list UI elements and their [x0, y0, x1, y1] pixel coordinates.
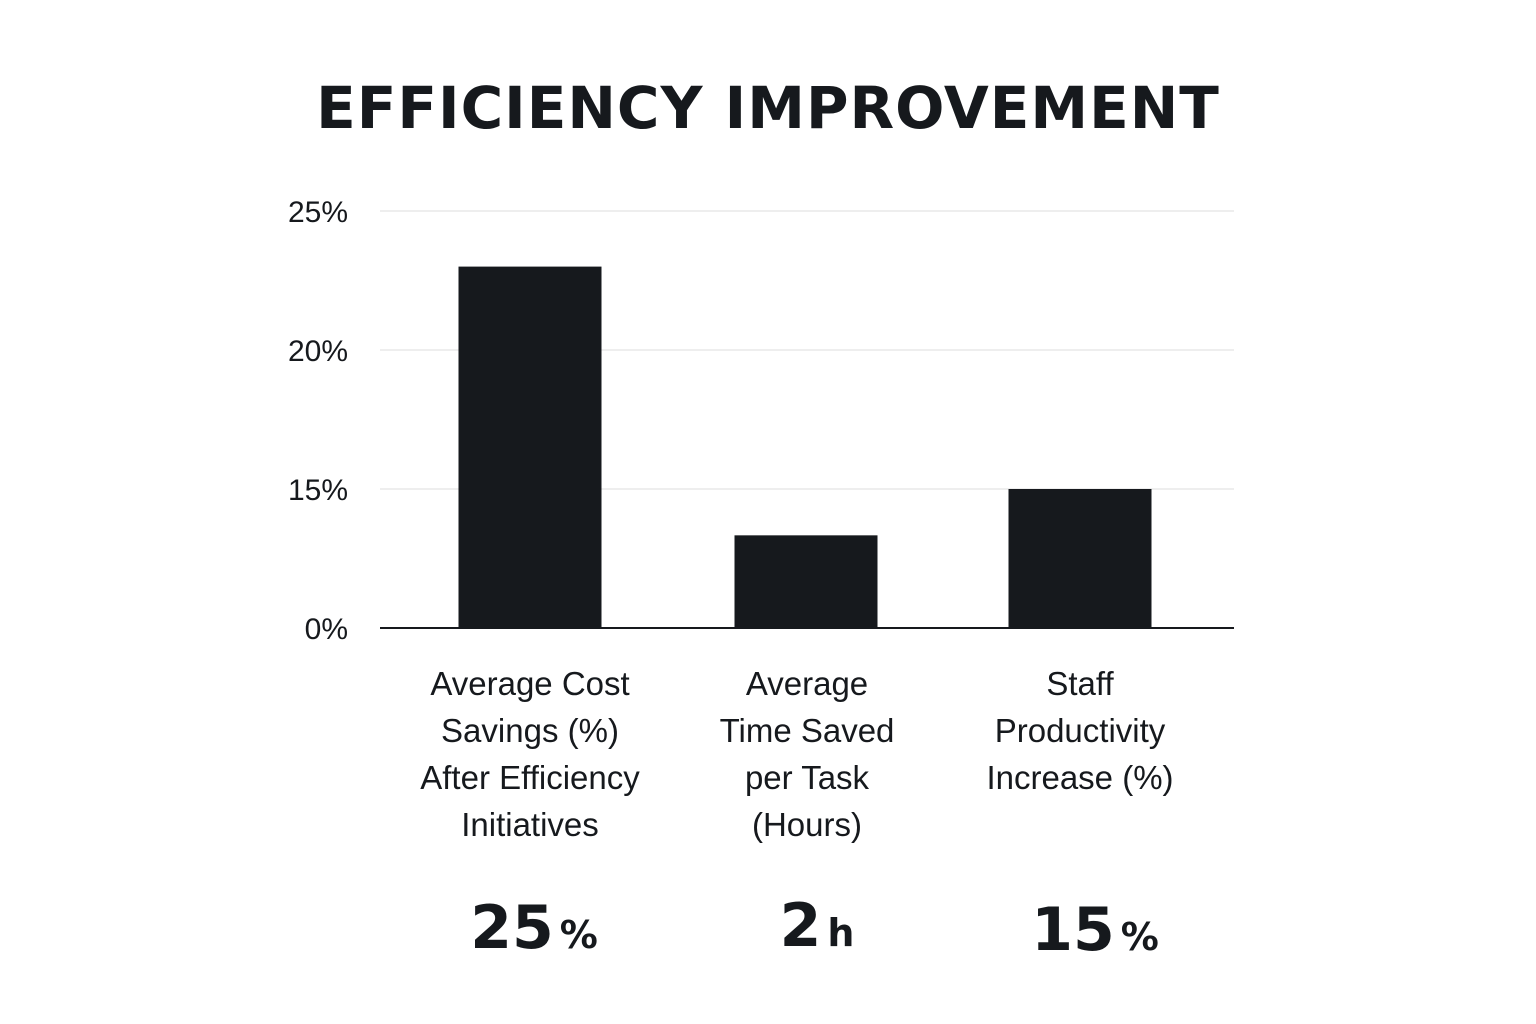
category-label-productivity: Staff Productivity Increase (%) — [986, 665, 1174, 796]
stat-productivity: 15% — [945, 900, 1245, 960]
stat-cost-savings: 25% — [384, 898, 684, 958]
chart-title: EFFICIENCY IMPROVEMENT — [316, 74, 1220, 142]
stat-unit: % — [1120, 915, 1159, 959]
bar — [734, 535, 878, 628]
category-label-cost-savings: Average Cost Savings (%) After Efficienc… — [420, 665, 640, 843]
bar — [458, 266, 602, 628]
stat-unit: h — [827, 911, 855, 955]
y-tick-label: 20% — [288, 335, 348, 368]
stat-value: 15 — [1031, 895, 1115, 965]
category-label-time-saved: Average Time Saved per Task (Hours) — [719, 665, 895, 843]
y-tick-label: 15% — [288, 474, 348, 507]
y-tick-label: 0% — [305, 613, 348, 646]
stat-value: 25 — [470, 893, 554, 963]
stat-unit: % — [559, 913, 598, 957]
bar — [1008, 489, 1152, 628]
y-tick-label: 25% — [288, 196, 348, 229]
stat-value: 2 — [779, 891, 822, 961]
